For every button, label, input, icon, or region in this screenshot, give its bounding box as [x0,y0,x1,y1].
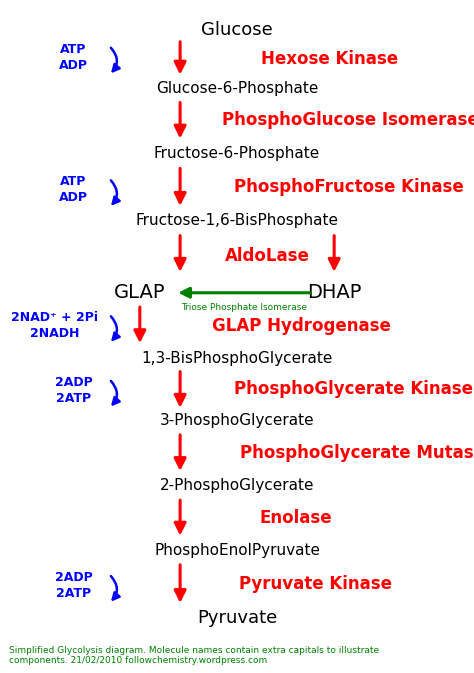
Text: PhosphoEnolPyruvate: PhosphoEnolPyruvate [154,543,320,558]
Text: Pyruvate Kinase: Pyruvate Kinase [239,575,392,593]
Text: PhosphoGlycerate Mutase: PhosphoGlycerate Mutase [240,444,474,462]
Text: 2ADP
2ATP: 2ADP 2ATP [55,376,92,405]
Text: AldoLase: AldoLase [225,247,310,264]
Text: PhosphoFructose Kinase: PhosphoFructose Kinase [234,178,463,196]
Text: GLAP: GLAP [114,283,165,302]
Text: ATP
ADP: ATP ADP [59,42,88,72]
Text: PhosphoGlycerate Kinase: PhosphoGlycerate Kinase [234,380,473,398]
Text: 3-PhosphoGlycerate: 3-PhosphoGlycerate [160,413,314,428]
Text: Glucose: Glucose [201,22,273,39]
Text: Pyruvate: Pyruvate [197,609,277,627]
Text: 2-PhosphoGlycerate: 2-PhosphoGlycerate [160,479,314,493]
Text: 1,3-BisPhosphoGlycerate: 1,3-BisPhosphoGlycerate [141,351,333,365]
Text: ATP
ADP: ATP ADP [59,175,88,205]
Text: 2NAD⁺ + 2Pi
2NADH: 2NAD⁺ + 2Pi 2NADH [11,311,98,341]
Text: 2ADP
2ATP: 2ADP 2ATP [55,571,92,600]
Text: Enolase: Enolase [260,509,333,527]
Text: Simplified Glycolysis diagram. Molecule names contain extra capitals to illustra: Simplified Glycolysis diagram. Molecule … [9,645,380,665]
Text: PhosphoGlucose Isomerase: PhosphoGlucose Isomerase [222,111,474,129]
Text: Glucose-6-Phosphate: Glucose-6-Phosphate [156,81,318,96]
Text: Hexose Kinase: Hexose Kinase [261,50,398,68]
Text: Triose Phosphate Isomerase: Triose Phosphate Isomerase [181,303,307,312]
Text: DHAP: DHAP [307,283,361,302]
Text: GLAP Hydrogenase: GLAP Hydrogenase [211,317,391,334]
Text: Fructose-6-Phosphate: Fructose-6-Phosphate [154,146,320,161]
Text: Fructose-1,6-BisPhosphate: Fructose-1,6-BisPhosphate [136,213,338,228]
